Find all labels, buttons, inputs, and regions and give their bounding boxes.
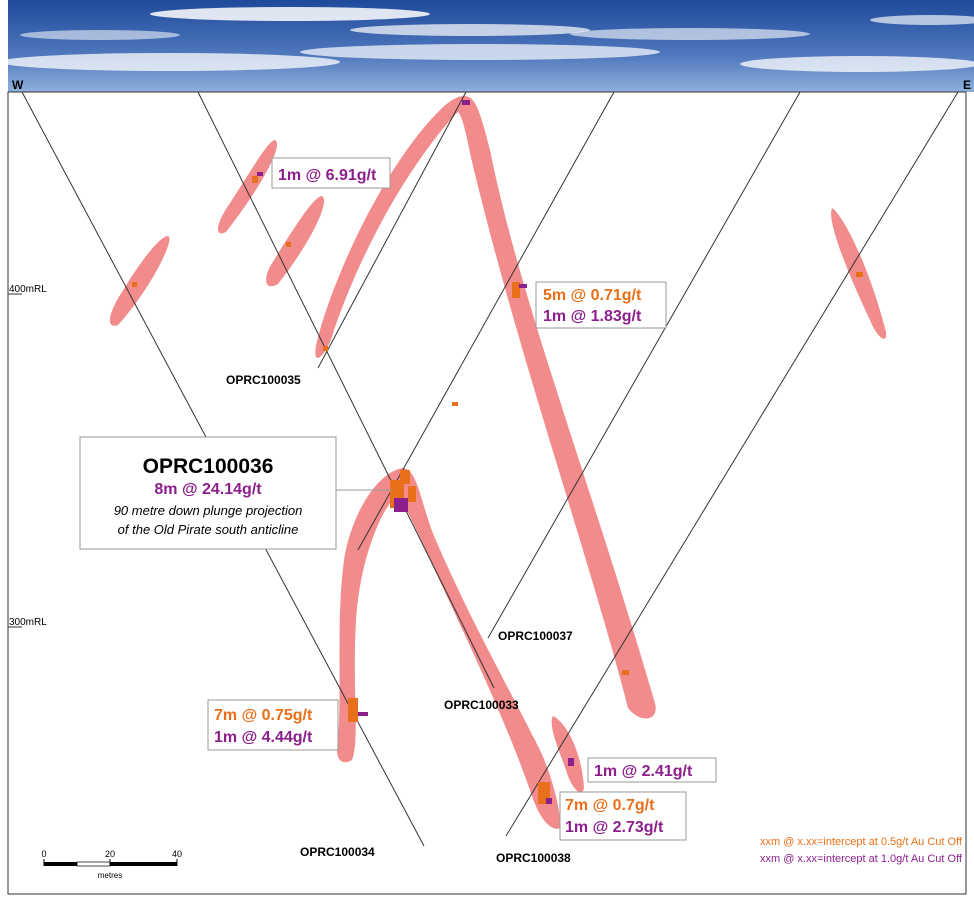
hole-labels: OPRC100035 OPRC100037 OPRC100033 OPRC100… <box>226 373 573 865</box>
callout-2-41-line1: 1m @ 2.41g/t <box>594 763 693 780</box>
sky-band <box>0 0 974 92</box>
level-markers: 400mRL 300mRL <box>8 284 47 628</box>
level-400mrl: 400mRL <box>9 284 47 295</box>
feature-hole-id: OPRC100036 <box>143 455 274 478</box>
callout-0-75-line1: 7m @ 0.75g/t <box>214 707 313 724</box>
intercept-markers <box>132 100 863 804</box>
callout-0-7-line2: 1m @ 2.73g/t <box>565 819 664 836</box>
level-300mrl: 300mRL <box>9 617 47 628</box>
intercept-legend: xxm @ x.xx=intercept at 0.5g/t Au Cut Of… <box>760 836 963 865</box>
hole-label-oprc100037: OPRC100037 <box>498 629 573 643</box>
scale-tick-20: 20 <box>105 849 115 859</box>
callout-0-71-line1: 5m @ 0.71g/t <box>543 287 642 304</box>
callout-6-91: 1m @ 6.91g/t <box>271 157 391 189</box>
trace-oprc100035 <box>317 91 467 369</box>
scale-tick-40: 40 <box>172 849 182 859</box>
trace-oprc100033 <box>197 91 495 689</box>
feature-note-line1: 90 metre down plunge projection <box>114 503 303 518</box>
hole-label-oprc100033: OPRC100033 <box>444 698 519 712</box>
section-border <box>7 91 967 895</box>
feature-intercept: 8m @ 24.14g/t <box>154 481 262 498</box>
hole-label-oprc100035: OPRC100035 <box>226 373 301 387</box>
zone-lens-small-east <box>551 716 584 793</box>
callout-0-7-line1: 7m @ 0.7g/t <box>565 797 655 814</box>
scale-unit: metres <box>98 871 122 880</box>
zone-fold-upper <box>315 96 656 719</box>
scale-tick-0: 0 <box>41 849 46 859</box>
trace-oprc100037 <box>487 91 801 639</box>
callout-2-41: 1m @ 2.41g/t <box>587 757 717 783</box>
legend-purple-line: xxm @ x.xx=intercept at 1.0g/t Au Cut Of… <box>760 853 963 865</box>
hole-label-oprc100034: OPRC100034 <box>300 845 375 859</box>
legend-orange-line: xxm @ x.xx=intercept at 0.5g/t Au Cut Of… <box>760 836 963 848</box>
zone-lens-upper-left <box>217 140 278 234</box>
zone-fold-lower <box>336 468 561 829</box>
zone-lens-mid-left <box>266 196 325 287</box>
callout-6-91-line1: 1m @ 6.91g/t <box>278 167 377 184</box>
east-label: E <box>963 78 971 92</box>
west-label: W <box>12 78 24 92</box>
feature-callout-oprc100036: OPRC100036 8m @ 24.14g/t 90 metre down p… <box>79 436 392 550</box>
zone-lens-west <box>109 236 170 326</box>
hole-label-oprc100038: OPRC100038 <box>496 851 571 865</box>
scale-bar: 0 20 40 metres <box>41 849 182 880</box>
callout-0-75: 7m @ 0.75g/t 1m @ 4.44g/t <box>207 699 339 751</box>
callout-0-75-line2: 1m @ 4.44g/t <box>214 729 313 746</box>
feature-note-line2: of the Old Pirate south anticline <box>118 522 299 537</box>
callout-0-71-line2: 1m @ 1.83g/t <box>543 308 642 325</box>
trace-oprc100038 <box>505 91 959 837</box>
callout-0-71: 5m @ 0.71g/t 1m @ 1.83g/t <box>535 281 667 329</box>
callout-0-7: 7m @ 0.7g/t 1m @ 2.73g/t <box>559 791 687 841</box>
